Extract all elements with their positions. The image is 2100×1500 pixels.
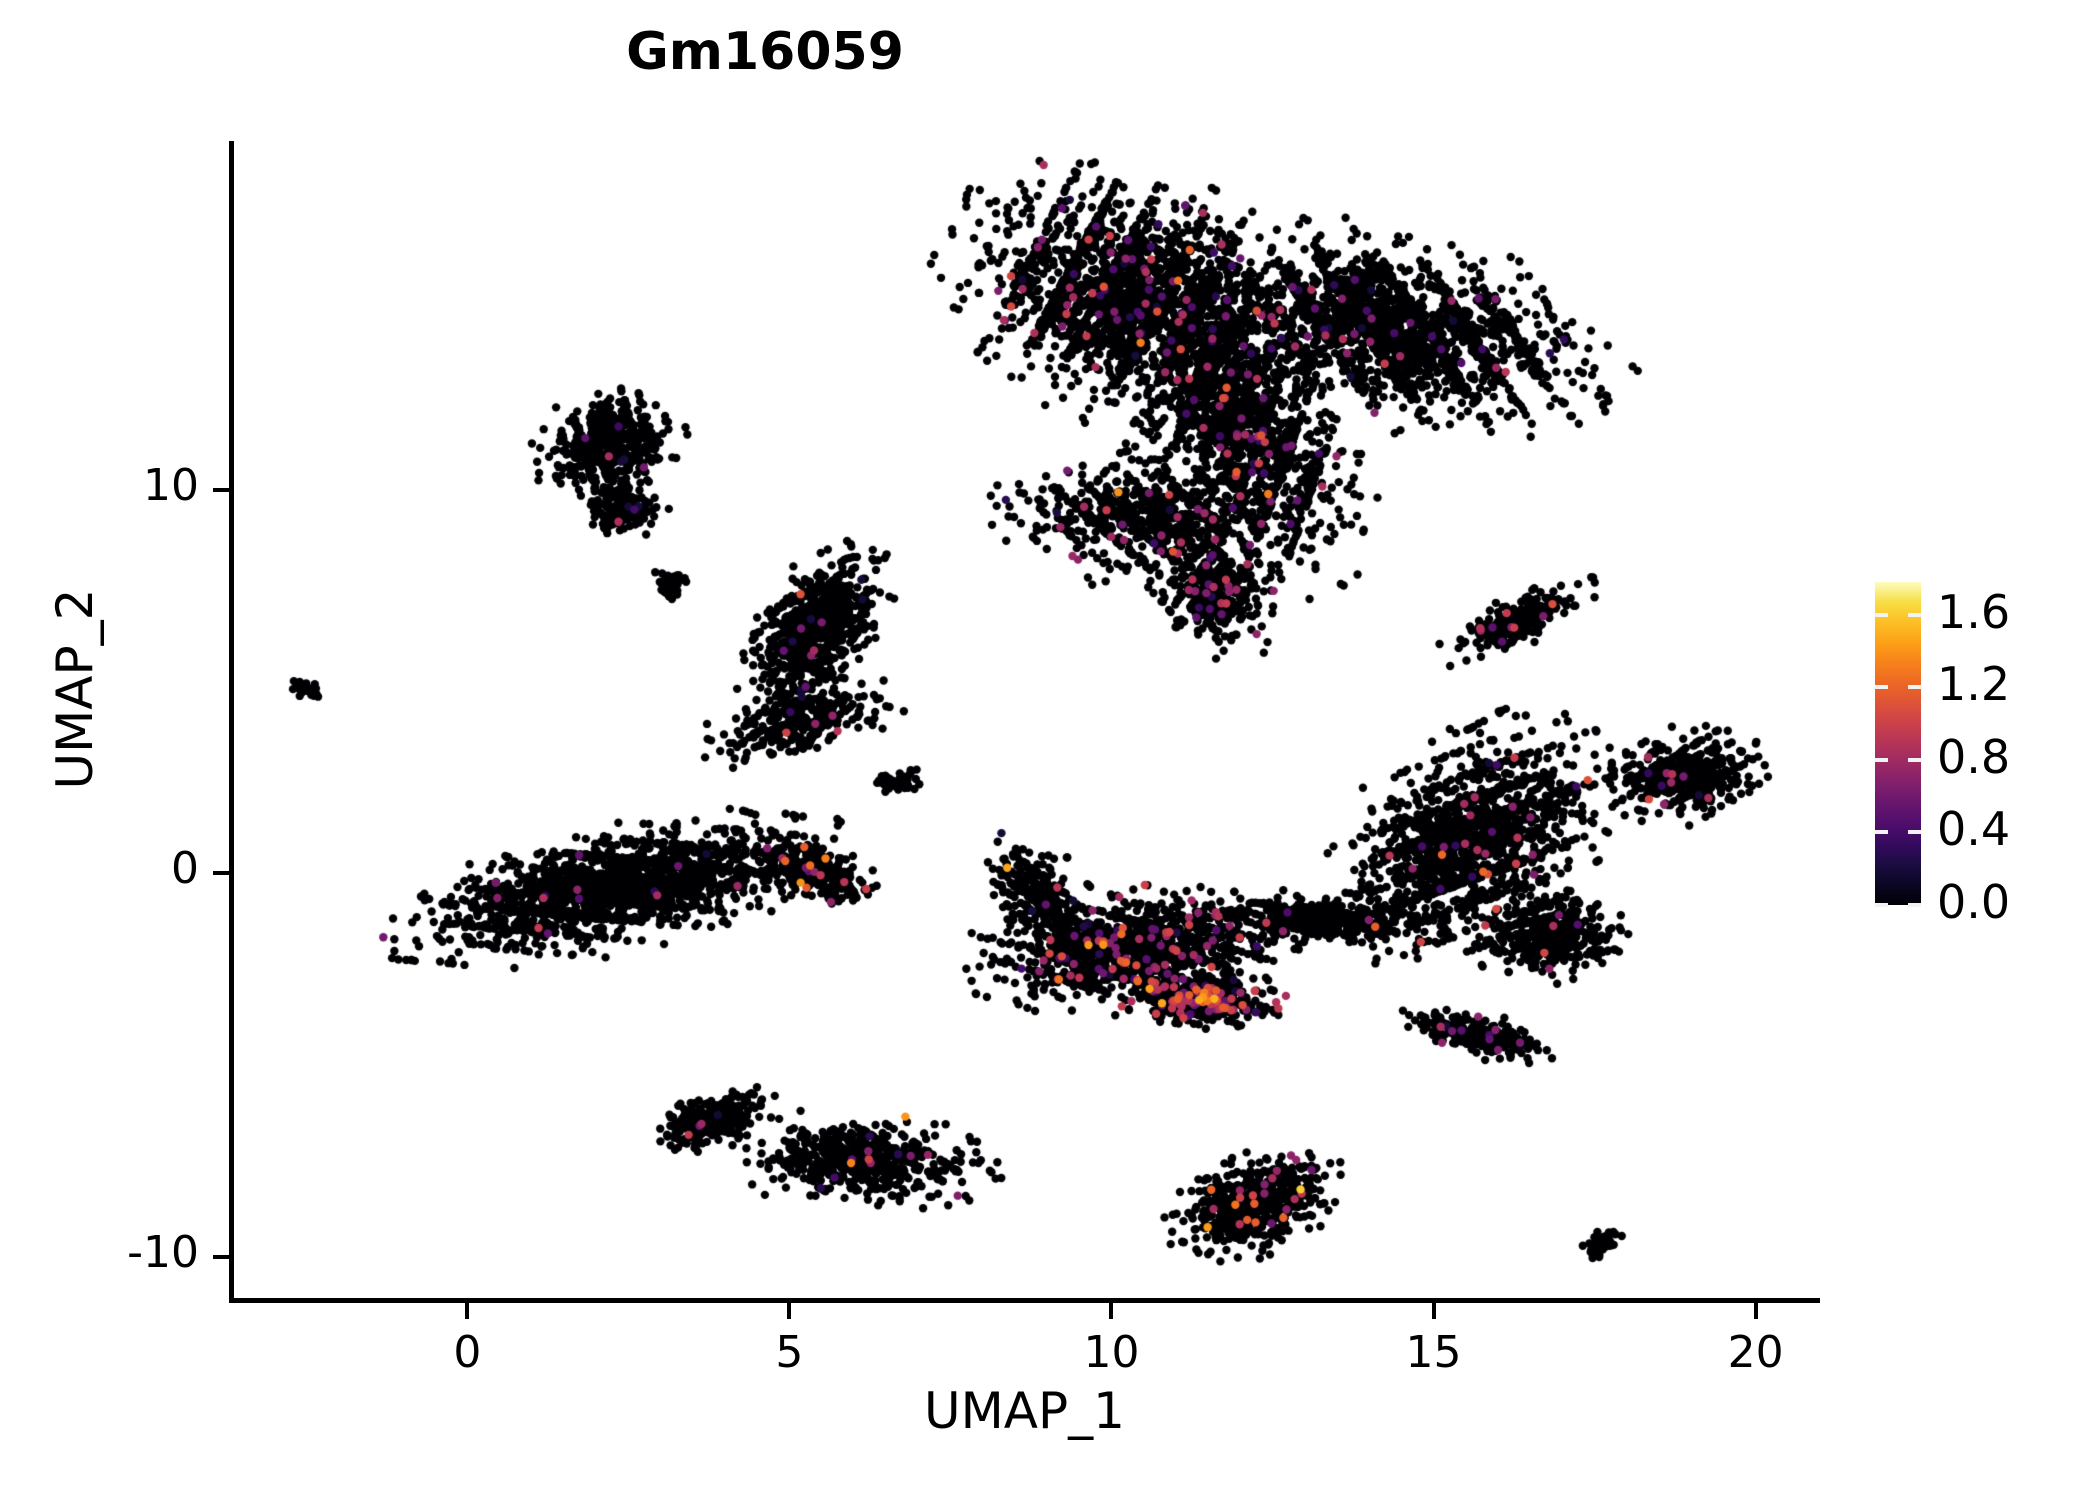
colorbar-tick-label: 0.8 [1937,729,2011,784]
x-tick-mark [465,1303,470,1319]
y-tick-label: 10 [143,459,199,511]
page-title: Gm16059 [626,22,904,82]
colorbar-tick-mark [1908,685,1921,690]
x-tick-label: 15 [1405,1327,1462,1378]
x-tick-label: 5 [775,1327,804,1378]
colorbar-tick-label: 1.6 [1937,584,2011,639]
scatter-plot-canvas [229,141,1820,1303]
colorbar-tick-mark [1875,757,1888,762]
colorbar-tick-mark [1875,903,1888,907]
x-tick-mark [1431,1303,1436,1319]
x-tick-mark [1109,1303,1114,1319]
y-tick-mark [213,487,229,492]
axis-spine-left [229,141,234,1303]
x-tick-label: 10 [1083,1327,1140,1378]
colorbar-gradient-bar [1875,582,1921,905]
y-tick-mark [213,1254,229,1259]
colorbar-tick-label: 0.0 [1937,875,2011,929]
colorbar-tick-mark [1908,903,1921,907]
x-tick-label: 0 [453,1327,482,1378]
plot-axes: 0 5 10 15 20 -10 0 10 [127,141,1820,1378]
y-tick-label: -10 [127,1226,199,1278]
x-tick-mark [787,1303,792,1319]
colorbar-tick-mark [1908,757,1921,762]
y-axis-label: UMAP_2 [46,588,104,790]
colorbar-tick-mark [1875,612,1888,617]
colorbar-tick-mark [1875,685,1888,690]
colorbar-tick-label: 0.4 [1937,802,2011,857]
x-axis-label: UMAP_1 [924,1382,1125,1440]
axis-spine-bottom [229,1298,1820,1303]
colorbar-tick-mark [1875,830,1888,835]
colorbar-tick-mark [1908,612,1921,617]
colorbar-legend: 0.0 0.4 0.8 1.2 1.6 [1875,582,2095,929]
colorbar-tick-label: 1.2 [1937,657,2011,712]
y-tick-label: 0 [171,843,199,895]
x-tick-label: 20 [1727,1327,1784,1378]
y-tick-mark [213,871,229,876]
x-tick-mark [1753,1303,1758,1319]
colorbar-tick-mark [1908,830,1921,835]
